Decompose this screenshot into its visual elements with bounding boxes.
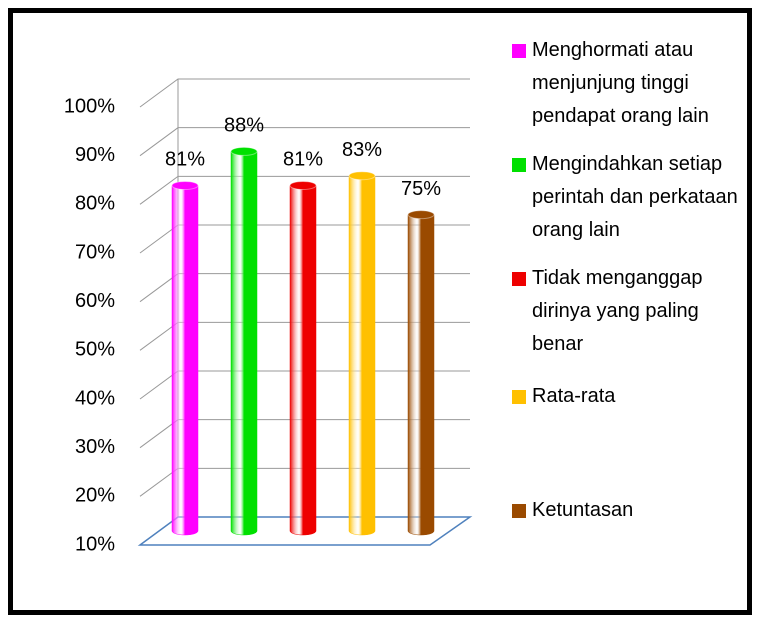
bar-top — [348, 171, 376, 181]
grid-line — [139, 127, 470, 157]
y-tick-label: 80% — [75, 193, 115, 215]
y-tick-label: 50% — [75, 339, 115, 361]
y-tick-label: 30% — [75, 436, 115, 458]
value-label: 83% — [342, 139, 382, 161]
floor — [137, 516, 473, 546]
legend-swatch — [512, 272, 526, 286]
y-tick-label: 100% — [64, 95, 115, 117]
bar — [289, 185, 317, 536]
bar — [171, 185, 199, 536]
legend-swatch — [512, 158, 526, 172]
bar-top — [407, 210, 435, 220]
bar-top — [289, 180, 317, 190]
value-label: 88% — [224, 115, 264, 137]
legend-label: Menghormati atau menjunjung tinggi penda… — [532, 39, 709, 127]
value-label: 81% — [165, 149, 205, 171]
y-tick-label: 10% — [75, 533, 115, 555]
legend-swatch — [512, 390, 526, 404]
value-label: 81% — [283, 149, 323, 171]
bar — [348, 175, 376, 536]
legend-label: Ketuntasan — [532, 499, 634, 521]
legend-label: Mengindahkan setiap perintah dan perkata… — [532, 153, 738, 241]
grid-line — [139, 78, 470, 108]
bar — [230, 151, 258, 536]
bar-top — [171, 180, 199, 190]
legend-swatch — [512, 504, 526, 518]
bar — [407, 214, 435, 536]
y-tick-label: 70% — [75, 241, 115, 263]
value-label: 75% — [401, 178, 441, 200]
frame — [8, 8, 752, 615]
y-tick-label: 90% — [75, 144, 115, 166]
y-tick-label: 60% — [75, 290, 115, 312]
legend-label: Rata-rata — [532, 385, 616, 407]
y-tick-label: 20% — [75, 485, 115, 507]
legend-swatch — [512, 44, 526, 58]
legend-label: Tidak menganggap dirinya yang paling ben… — [532, 267, 703, 355]
bar-top — [230, 146, 258, 156]
y-tick-label: 40% — [75, 387, 115, 409]
